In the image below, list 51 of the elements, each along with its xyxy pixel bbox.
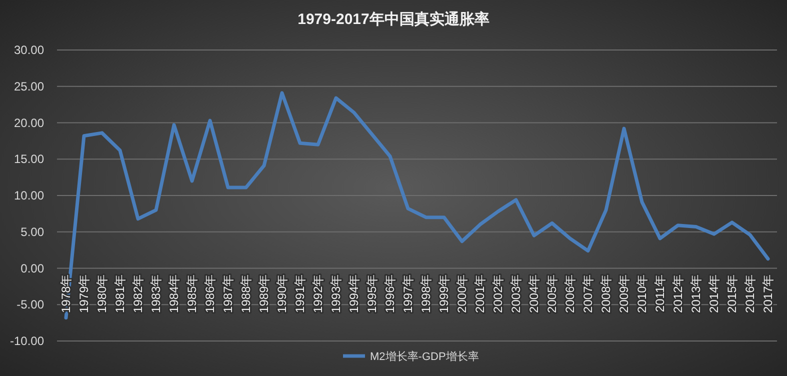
y-tick-label: 5.00 (20, 224, 44, 239)
x-tick-label: 1986年 (203, 274, 217, 313)
x-tick-label: 2011年 (653, 274, 667, 312)
x-tick-label: 2007年 (581, 274, 595, 313)
x-tick-label: 1994年 (347, 274, 361, 313)
x-tick-label: 2003年 (509, 274, 523, 313)
x-tick-label: 1978年 (59, 274, 73, 313)
y-tick-label: -10.00 (10, 334, 44, 348)
x-tick-label: 1980年 (95, 274, 109, 313)
x-tick-label: 1988年 (239, 274, 253, 313)
x-tick-label: 2010年 (635, 274, 649, 313)
x-tick-label: 1992年 (311, 274, 325, 313)
x-tick-label: 1985年 (185, 274, 199, 313)
x-tick-label: 1996年 (383, 274, 397, 313)
x-tick-label: 2014年 (707, 274, 721, 313)
x-tick-label: 2001年 (473, 274, 487, 313)
x-tick-label: 1990年 (275, 274, 289, 313)
y-tick-label: -5.00 (16, 298, 44, 312)
x-tick-label: 2006年 (563, 274, 577, 313)
y-tick-label: 20.00 (14, 116, 44, 130)
x-tick-label: 1997年 (401, 274, 415, 313)
x-tick-label: 2009年 (617, 274, 631, 313)
x-tick-label: 2002年 (491, 274, 505, 313)
y-tick-label: 15.00 (14, 152, 44, 166)
x-tick-label: 2008年 (599, 274, 613, 313)
y-tick-label: 25.00 (14, 79, 44, 94)
x-tick-label: 1983年 (149, 274, 163, 313)
x-tick-label: 1995年 (365, 274, 379, 313)
y-tick-label: 10.00 (14, 188, 44, 202)
x-tick-label: 1999年 (437, 274, 451, 313)
x-tick-label: 1998年 (419, 274, 433, 313)
x-tick-label: 1991年 (293, 274, 307, 313)
x-tick-label: 2013年 (689, 274, 703, 313)
x-tick-label: 1981年 (113, 274, 127, 313)
chart-title: 1979-2017年中国真实通胀率 (298, 10, 490, 28)
x-tick-label: 1987年 (221, 274, 235, 313)
y-tick-label: 0.00 (20, 261, 44, 276)
x-tick-label: 2012年 (671, 274, 685, 313)
x-tick-label: 2015年 (725, 274, 739, 313)
x-tick-label: 2016年 (743, 274, 757, 313)
x-tick-label: 1989年 (257, 274, 271, 313)
x-tick-label: 1982年 (131, 274, 145, 313)
x-tick-label: 2004年 (527, 274, 541, 313)
legend-label: M2增长率-GDP增长率 (370, 350, 479, 363)
x-tick-label: 2017年 (761, 274, 775, 313)
x-tick-label: 1984年 (167, 274, 181, 313)
x-tick-label: 2000年 (455, 274, 469, 313)
x-tick-label: 1993年 (329, 274, 343, 313)
x-tick-label: 2005年 (545, 274, 559, 313)
x-tick-label: 1979年 (77, 274, 91, 313)
y-tick-label: 30.00 (14, 43, 44, 57)
